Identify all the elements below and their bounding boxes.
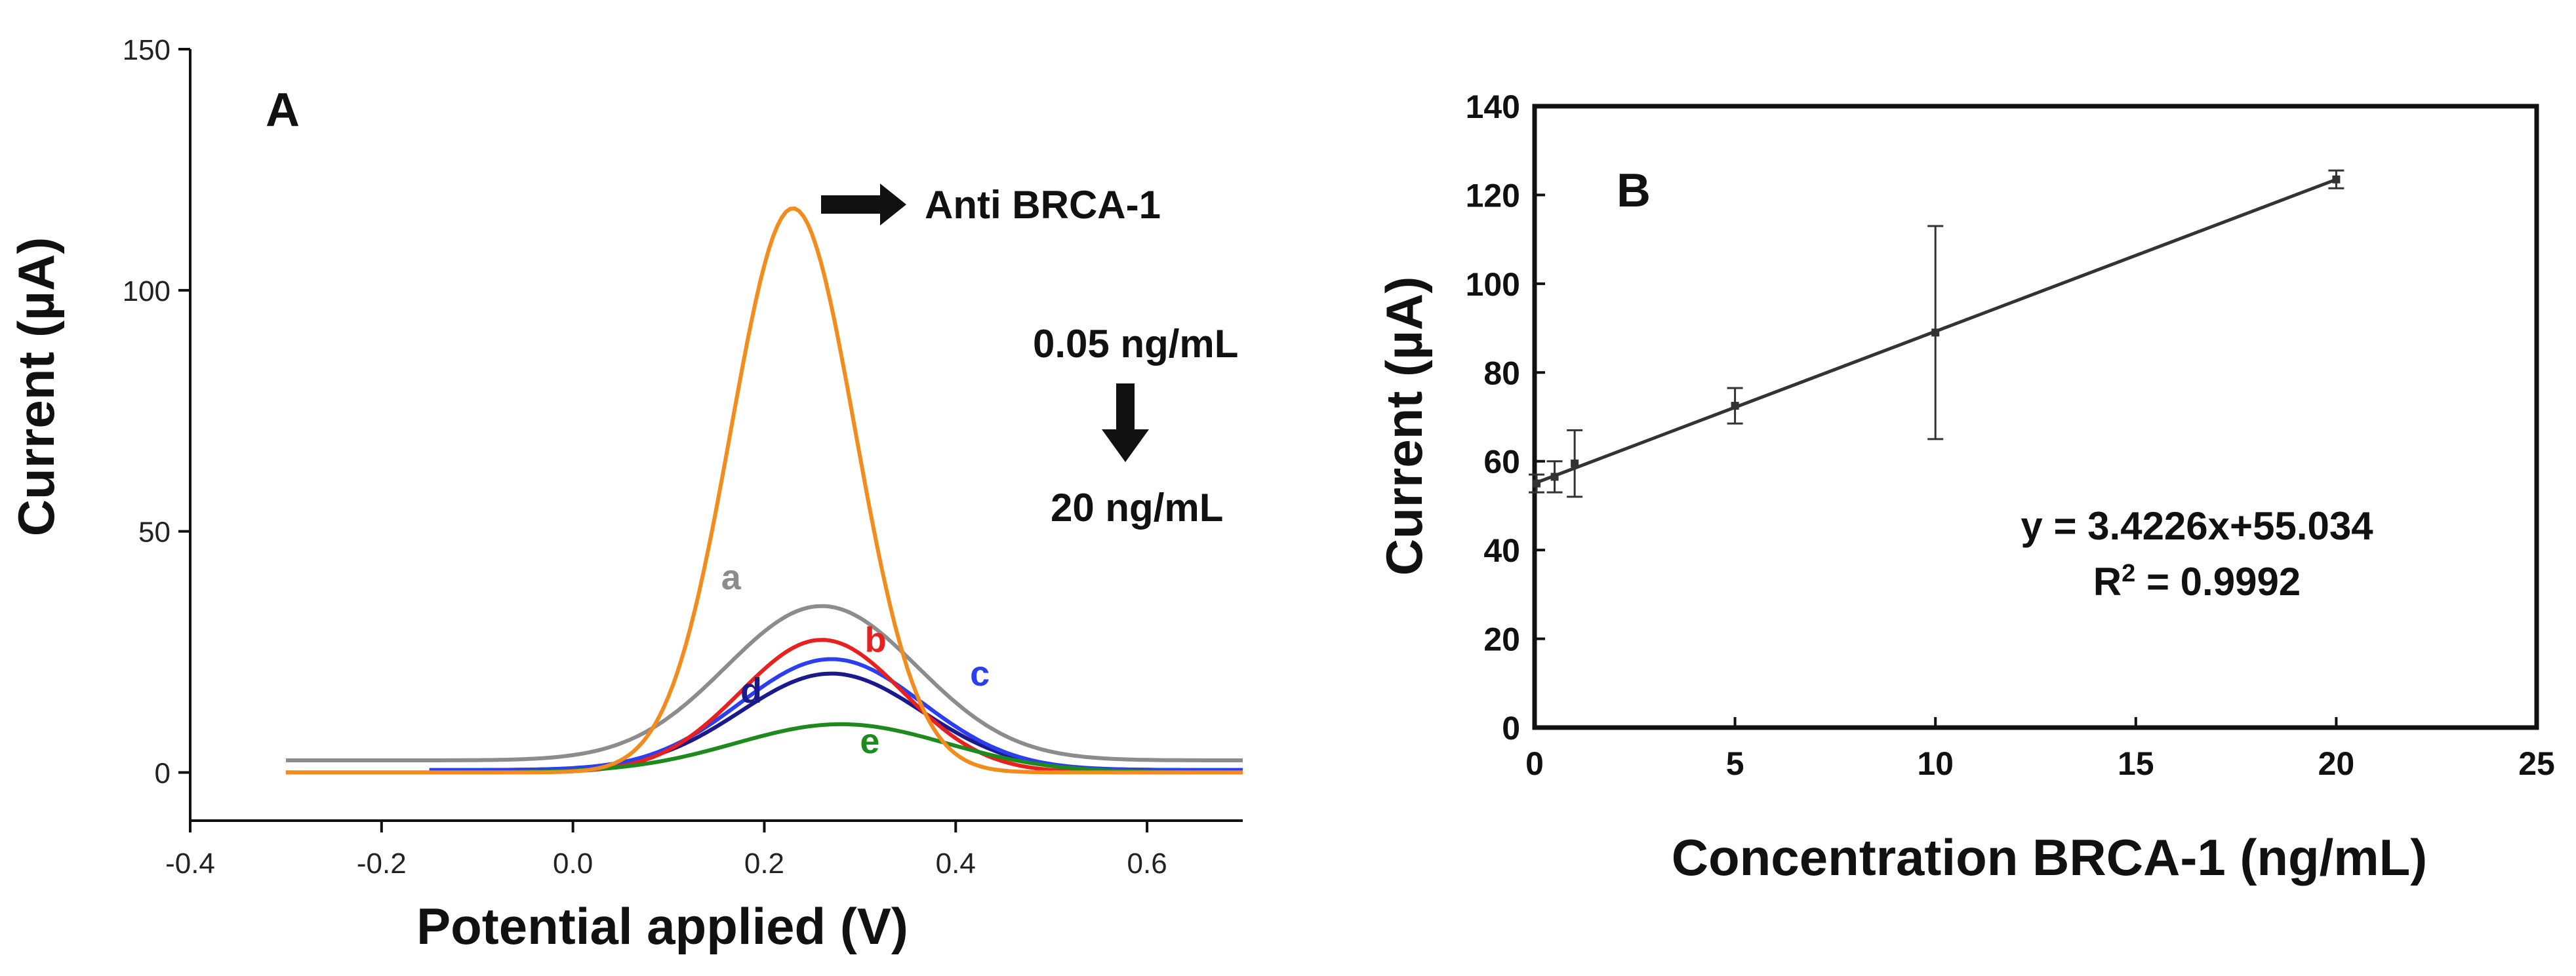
data-point bbox=[1927, 225, 1944, 440]
concentration-low-label: 20 ng/mL bbox=[1051, 486, 1223, 530]
panel-a-y-ticks: 0 50 100 150 bbox=[123, 34, 190, 789]
point-marker bbox=[1931, 328, 1940, 337]
panel-a-chart: -0.4 -0.2 0.0 0.2 0.4 0.6 0 50 100 150 a b c d e Pot… bbox=[7, 34, 1243, 955]
panel-b-chart: 0 5 10 15 20 25 0 20 40 60 80 100 120 140 Concentrat… bbox=[1375, 88, 2555, 886]
panel-b-y-ticks: 0 20 40 60 80 100 120 140 bbox=[1466, 88, 1545, 747]
data-point bbox=[1546, 460, 1563, 494]
point-marker bbox=[1571, 459, 1579, 468]
panel-a-x-tick-label: 0.2 bbox=[744, 848, 784, 880]
panel-b-x-tick-label: 20 bbox=[2318, 745, 2355, 782]
panel-b-x-tick-label: 25 bbox=[2518, 745, 2555, 782]
panel-b-y-tick-label: 120 bbox=[1466, 177, 1520, 214]
concentration-high-label: 0.05 ng/mL bbox=[1033, 322, 1238, 366]
panel-a-x-tick-label: 0.0 bbox=[553, 848, 593, 880]
curve-label-c: c bbox=[970, 654, 990, 693]
data-point bbox=[1567, 429, 1583, 498]
point-marker bbox=[2332, 175, 2341, 184]
panel-a-x-axis-title: Potential applied (V) bbox=[416, 897, 908, 955]
right-arrow-icon bbox=[821, 184, 906, 225]
curve-anti-brca-1 bbox=[285, 206, 1243, 775]
curve-label-a: a bbox=[721, 558, 742, 597]
panel-a-curve-labels: a b c d e bbox=[721, 558, 990, 761]
panel-a-y-tick-label: 150 bbox=[123, 34, 171, 66]
panel-b-label: B bbox=[1617, 165, 1651, 217]
panel-b-x-tick-label: 10 bbox=[1917, 745, 1954, 782]
panel-b-data-points bbox=[1529, 169, 2345, 498]
panel-a-label: A bbox=[266, 84, 300, 136]
panel-b-y-tick-label: 100 bbox=[1466, 266, 1520, 303]
panel-b-y-tick-label: 20 bbox=[1483, 621, 1520, 658]
curve-a bbox=[285, 604, 1243, 762]
panel-b-y-axis-title: Current (µA) bbox=[1375, 277, 1433, 576]
anti-brca-label: Anti BRCA-1 bbox=[925, 183, 1161, 227]
panel-b-x-tick-label: 0 bbox=[1525, 745, 1544, 782]
panel-b-plot-frame bbox=[1532, 104, 2539, 730]
curve-label-b: b bbox=[865, 621, 887, 660]
curve-label-d: d bbox=[740, 671, 762, 711]
panel-b-x-axis-title: Concentration BRCA-1 (ng/mL) bbox=[1672, 829, 2428, 886]
fit-equation: y = 3.4226x+55.034 bbox=[2021, 504, 2373, 548]
panel-a-y-tick-label: 50 bbox=[138, 517, 171, 549]
panel-a-x-ticks: -0.4 -0.2 0.0 0.2 0.4 0.6 bbox=[165, 821, 1167, 880]
panel-b-y-tick-label: 0 bbox=[1502, 710, 1520, 747]
data-point bbox=[2328, 169, 2345, 189]
panel-b-x-ticks: 0 5 10 15 20 25 bbox=[1525, 717, 2555, 782]
panel-b-y-tick-label: 40 bbox=[1483, 532, 1520, 569]
point-marker bbox=[1731, 402, 1739, 410]
curve-label-e: e bbox=[860, 722, 879, 761]
data-point bbox=[1529, 473, 1545, 494]
panel-a-y-axis-title: Current (µA) bbox=[7, 237, 65, 537]
curve-b bbox=[285, 638, 1243, 775]
data-point bbox=[1727, 387, 1743, 425]
panel-a-x-tick-label: 0.4 bbox=[936, 848, 976, 880]
r-squared: R2 = 0.9992 bbox=[2093, 560, 2301, 604]
panel-a-x-tick-label: 0.6 bbox=[1127, 848, 1167, 880]
down-arrow-icon bbox=[1102, 383, 1149, 462]
panel-a-y-tick-label: 100 bbox=[123, 275, 171, 307]
panel-b-y-tick-label: 80 bbox=[1483, 355, 1520, 391]
curve-e bbox=[429, 722, 1243, 775]
point-marker bbox=[1533, 479, 1541, 488]
panel-b-y-tick-label: 60 bbox=[1483, 444, 1520, 480]
panel-b-x-tick-label: 5 bbox=[1726, 745, 1744, 782]
panel-b-y-tick-label: 140 bbox=[1466, 88, 1520, 125]
panel-a-x-tick-label: -0.2 bbox=[357, 848, 407, 880]
panel-a-curves bbox=[285, 206, 1243, 775]
panel-a-x-tick-label: -0.4 bbox=[165, 848, 215, 880]
panel-b-x-tick-label: 15 bbox=[2118, 745, 2154, 782]
panel-a-y-tick-label: 0 bbox=[155, 757, 171, 789]
point-marker bbox=[1550, 473, 1559, 481]
curve-c bbox=[429, 657, 1243, 772]
